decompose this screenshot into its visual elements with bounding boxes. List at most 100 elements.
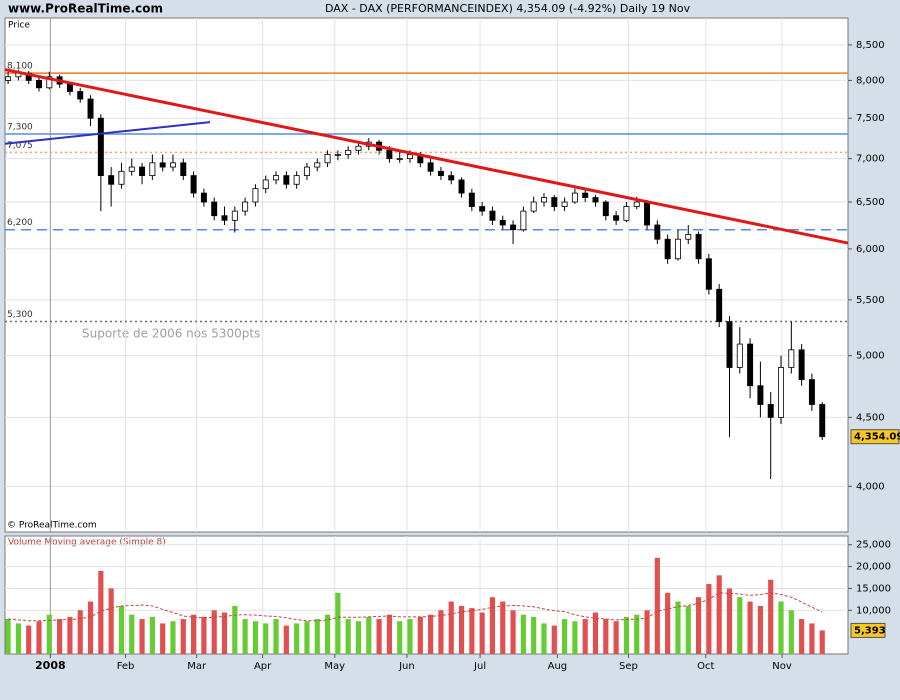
candle-body: [458, 179, 465, 194]
volume-bar: [191, 614, 197, 654]
volume-bar: [726, 588, 733, 654]
volume-bar: [757, 605, 763, 654]
volume-bar: [57, 619, 63, 654]
candle-body: [695, 234, 702, 260]
candle-body: [5, 76, 12, 81]
volume-bar: [448, 601, 454, 654]
y-tick-label: 8,000: [856, 75, 885, 86]
candle-body: [623, 206, 630, 221]
volume-bar: [108, 588, 114, 654]
y-tick-label: 7,500: [856, 113, 885, 124]
candle-body: [77, 91, 84, 100]
volume-bar: [737, 597, 743, 654]
volume-bar: [201, 616, 207, 654]
x-tick-label: May: [324, 661, 345, 672]
chart-title: DAX - DAX (PERFORMANCEINDEX) 4,354.09 (-…: [325, 2, 691, 15]
volume-bar: [345, 619, 351, 654]
candle-body: [46, 76, 53, 89]
volume-bar: [747, 601, 753, 654]
y-tick-label: 6,500: [856, 197, 885, 208]
volume-bar: [67, 616, 73, 654]
level-label: 7,075: [7, 141, 33, 151]
level-label: 7,300: [7, 123, 33, 133]
volume-bar: [386, 614, 392, 654]
volume-bar: [355, 621, 362, 654]
candle-body: [644, 201, 651, 226]
last-volume-label: 5,393: [854, 625, 886, 636]
candle-body: [674, 238, 681, 260]
last-price-label: 4,354.09: [854, 432, 900, 443]
candle-body: [345, 149, 352, 155]
candle-body: [396, 158, 403, 161]
volume-bar: [294, 623, 300, 654]
y-tick-label: 8,500: [856, 40, 885, 51]
level-label: 5,300: [7, 310, 33, 320]
candle-body: [633, 201, 640, 207]
volume-bar: [685, 605, 691, 654]
candle-body: [66, 83, 73, 92]
candle-body: [736, 343, 743, 368]
volume-bar: [654, 557, 660, 654]
candle-body: [97, 117, 104, 177]
volume-bar: [531, 616, 537, 654]
volume-bar: [283, 625, 289, 654]
y-tick-label: 4,500: [856, 412, 885, 423]
candle-body: [716, 288, 723, 322]
volume-bar: [613, 621, 619, 654]
candle-body: [489, 210, 496, 221]
candle-body: [159, 162, 166, 168]
volume-bar: [644, 610, 650, 654]
volume-bar: [366, 616, 372, 654]
volume-bar: [479, 612, 485, 654]
volume-bar: [562, 619, 568, 654]
volume-bar: [768, 579, 774, 654]
trendline: [4, 68, 849, 245]
volume-bar: [232, 605, 238, 654]
candle-body: [798, 349, 805, 380]
annotation: Suporte de 2006 nos 5300pts: [82, 327, 260, 341]
candle-body: [180, 162, 187, 177]
candle-body: [551, 197, 558, 207]
y-tick-label: 10,000: [856, 605, 891, 616]
level-label: 8,100: [7, 62, 33, 72]
volume-bar: [407, 619, 413, 654]
volume-bar: [314, 619, 320, 654]
volume-bar: [376, 619, 382, 654]
candle-body: [726, 321, 733, 368]
candle-body: [520, 210, 527, 231]
y-tick-label: 4,000: [856, 481, 885, 492]
x-tick-label: Oct: [697, 661, 714, 672]
candle-body: [747, 343, 754, 387]
candle-body: [778, 367, 784, 418]
candle-body: [407, 154, 413, 160]
candle-body: [252, 188, 259, 203]
x-tick-label: 2008: [35, 659, 66, 672]
x-tick-label: Aug: [548, 661, 568, 672]
volume-bar: [510, 610, 516, 654]
candle-body: [242, 201, 249, 212]
candle-body: [303, 166, 310, 177]
volume-bar: [799, 619, 805, 654]
volume-bar: [273, 619, 279, 654]
candle-body: [530, 201, 537, 212]
volume-bar: [458, 605, 465, 654]
candle-body: [190, 175, 197, 194]
volume-bar: [819, 630, 825, 654]
volume-bar: [623, 616, 630, 654]
candle-body: [788, 349, 795, 368]
volume-bar: [716, 575, 722, 654]
volume-bar: [634, 614, 640, 654]
candle-body: [541, 197, 547, 203]
candle-body: [571, 192, 578, 203]
x-tick-label: Jul: [473, 661, 486, 672]
y-tick-label: 5,000: [856, 351, 885, 362]
volume-bar: [5, 619, 11, 654]
candle-body: [87, 98, 94, 119]
volume-bar: [304, 621, 310, 654]
volume-bar: [211, 610, 217, 654]
volume-bar: [263, 623, 269, 654]
candle-body: [582, 192, 589, 198]
candle-body: [314, 162, 321, 168]
volume-bar: [489, 597, 496, 654]
